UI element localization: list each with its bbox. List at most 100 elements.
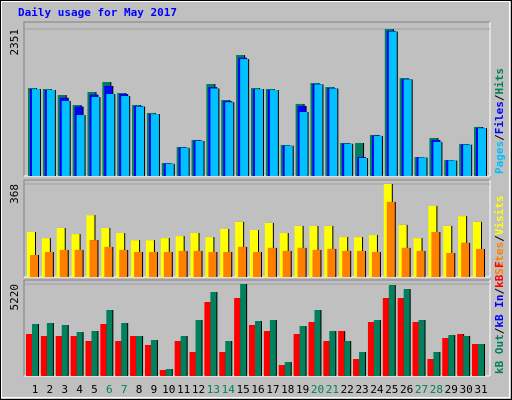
bar bbox=[267, 247, 276, 277]
legend-separator: / bbox=[493, 235, 506, 242]
bar bbox=[457, 334, 464, 376]
bar bbox=[359, 157, 368, 176]
bar bbox=[210, 88, 219, 176]
x-tick-label: 12 bbox=[192, 383, 205, 396]
x-tick-label: 27 bbox=[415, 383, 428, 396]
bar bbox=[472, 344, 478, 376]
bar bbox=[269, 90, 278, 176]
bar bbox=[46, 90, 55, 176]
bar bbox=[163, 251, 172, 277]
x-tick-label: 21 bbox=[326, 383, 339, 396]
bar bbox=[91, 97, 100, 176]
bar bbox=[180, 336, 187, 376]
bar bbox=[357, 250, 366, 277]
bar bbox=[386, 201, 395, 277]
bar bbox=[136, 336, 143, 376]
legend-entry: Sites bbox=[493, 242, 506, 275]
bar bbox=[27, 232, 35, 277]
x-tick-label: 24 bbox=[370, 383, 384, 396]
x-tick-label: 8 bbox=[136, 383, 143, 396]
bar bbox=[269, 320, 276, 376]
bar bbox=[329, 88, 338, 176]
bar bbox=[323, 341, 330, 376]
bar bbox=[448, 335, 455, 376]
bar bbox=[461, 242, 470, 277]
bar bbox=[174, 341, 181, 376]
bar bbox=[476, 248, 484, 277]
bar bbox=[255, 89, 263, 176]
bar bbox=[312, 249, 321, 277]
bar bbox=[433, 141, 442, 176]
bar bbox=[165, 369, 172, 376]
bar bbox=[253, 251, 261, 277]
bar bbox=[478, 128, 486, 176]
bar bbox=[134, 251, 143, 277]
bar bbox=[329, 331, 336, 376]
legend-entry: kB Out bbox=[493, 334, 506, 374]
x-tick-label: 4 bbox=[76, 383, 83, 396]
bar bbox=[240, 59, 249, 176]
bar bbox=[30, 255, 38, 277]
x-tick-label: 31 bbox=[474, 383, 487, 396]
x-tick-label: 26 bbox=[400, 383, 413, 396]
x-tick-label: 13 bbox=[207, 383, 220, 396]
bar bbox=[478, 344, 484, 376]
bar bbox=[234, 298, 241, 376]
bar bbox=[431, 232, 440, 277]
bar bbox=[308, 322, 315, 376]
legend-separator: / bbox=[493, 94, 506, 101]
x-tick-label: 22 bbox=[341, 383, 354, 396]
bar bbox=[433, 352, 440, 376]
bar bbox=[359, 352, 366, 376]
bar bbox=[195, 320, 202, 376]
x-tick-label: 14 bbox=[222, 383, 236, 396]
bar bbox=[193, 250, 202, 277]
bar bbox=[314, 310, 321, 376]
bar bbox=[388, 31, 397, 177]
bar bbox=[189, 352, 196, 376]
bar bbox=[121, 96, 130, 176]
bar bbox=[373, 320, 380, 376]
bar bbox=[150, 114, 159, 176]
bar bbox=[314, 84, 323, 176]
bar bbox=[412, 322, 419, 376]
bar bbox=[443, 225, 452, 277]
bar bbox=[416, 250, 425, 277]
bar bbox=[144, 345, 151, 376]
x-tick-label: 3 bbox=[61, 383, 68, 396]
bar bbox=[121, 323, 128, 376]
bar bbox=[115, 341, 122, 376]
bar bbox=[327, 248, 336, 277]
bar bbox=[263, 331, 270, 376]
bar bbox=[76, 115, 85, 176]
x-tick-label: 5 bbox=[91, 383, 98, 396]
bar bbox=[446, 252, 455, 277]
bar bbox=[344, 143, 353, 176]
bar bbox=[223, 251, 232, 277]
bar bbox=[418, 320, 425, 376]
bar bbox=[427, 359, 434, 376]
legend-entry: Visits bbox=[493, 196, 506, 236]
legend-entry: Files bbox=[493, 101, 506, 134]
x-tick-label: 6 bbox=[106, 383, 113, 396]
y-tick-label: 5220 bbox=[8, 284, 21, 311]
bar bbox=[85, 341, 92, 376]
bar bbox=[76, 332, 83, 376]
x-tick-label: 20 bbox=[311, 383, 324, 396]
bar bbox=[106, 94, 115, 176]
bar bbox=[353, 359, 360, 376]
legend: kB Out/kB In/kB F bbox=[493, 261, 506, 374]
bar bbox=[204, 302, 211, 376]
x-tick-label: 28 bbox=[430, 383, 443, 396]
bar bbox=[448, 160, 457, 176]
bar bbox=[165, 163, 174, 176]
bar bbox=[338, 331, 345, 376]
bar bbox=[225, 102, 234, 176]
bar bbox=[32, 89, 40, 176]
bar bbox=[342, 250, 351, 277]
bar bbox=[373, 135, 382, 176]
bar bbox=[55, 336, 62, 376]
bar bbox=[219, 352, 226, 376]
